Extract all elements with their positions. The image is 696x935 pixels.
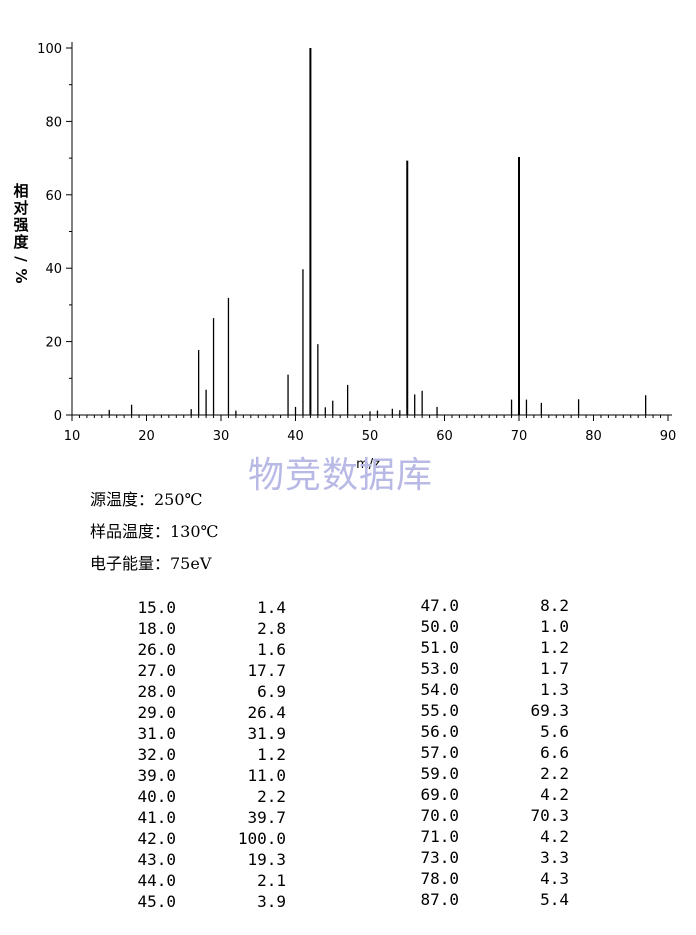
mz-value: 59.0 xyxy=(420,764,459,783)
abundance-value: 1.2 xyxy=(257,745,286,764)
x-tick-label: 80 xyxy=(585,429,602,444)
y-tick-label: 40 xyxy=(45,262,62,277)
abundance-value: 4.2 xyxy=(540,827,569,846)
y-axis-label-char: 对 xyxy=(13,199,28,217)
x-tick-label: 20 xyxy=(138,429,155,444)
watermark: 物竞数据库 xyxy=(248,455,434,496)
mz-value: 56.0 xyxy=(420,722,459,741)
abundance-value: 31.9 xyxy=(247,724,286,743)
y-tick-label: 20 xyxy=(45,336,62,351)
x-axis-label: m/z xyxy=(356,457,380,470)
abundance-value: 8.2 xyxy=(540,596,569,615)
mz-value: 54.0 xyxy=(420,680,459,699)
abundance-value: 3.9 xyxy=(257,892,286,911)
electron-energy: 电子能量：75eV xyxy=(90,554,212,573)
abundance-value: 2.2 xyxy=(257,787,286,806)
x-tick-label: 60 xyxy=(436,429,453,444)
abundance-value: 6.6 xyxy=(540,743,569,762)
mz-value: 29.0 xyxy=(137,703,176,722)
mz-value: 15.0 xyxy=(137,598,176,617)
abundance-value: 4.3 xyxy=(540,869,569,888)
mz-value: 51.0 xyxy=(420,638,459,657)
abundance-value: 2.8 xyxy=(257,619,286,638)
mz-value: 43.0 xyxy=(137,850,176,869)
mz-value: 32.0 xyxy=(137,745,176,764)
sample-temperature: 样品温度：130℃ xyxy=(90,522,219,541)
mz-value: 40.0 xyxy=(137,787,176,806)
abundance-value: 4.2 xyxy=(540,785,569,804)
mz-value: 70.0 xyxy=(420,806,459,825)
abundance-value: 1.2 xyxy=(540,638,569,657)
mz-value: 26.0 xyxy=(137,640,176,659)
mz-value: 57.0 xyxy=(420,743,459,762)
chart-axes: 0 20 40 60 80 100 10 20 30 40 50 60 70 80 90 xyxy=(37,42,676,444)
mz-value: 28.0 xyxy=(137,682,176,701)
x-tick-label: 30 xyxy=(213,429,230,444)
mz-value: 39.0 xyxy=(137,766,176,785)
abundance-value: 5.4 xyxy=(540,890,569,909)
mz-value: 71.0 xyxy=(420,827,459,846)
abundance-value: 5.6 xyxy=(540,722,569,741)
y-axis-label-char: 相 xyxy=(13,182,28,200)
y-tick-label: 60 xyxy=(45,189,62,204)
abundance-value: 17.7 xyxy=(247,661,286,680)
mz-value: 47.0 xyxy=(420,596,459,615)
abundance-value: 6.9 xyxy=(257,682,286,701)
y-axis-label-char: / xyxy=(12,256,30,262)
mz-value: 73.0 xyxy=(420,848,459,867)
y-tick-label: 80 xyxy=(45,115,62,130)
mz-value: 55.0 xyxy=(420,701,459,720)
x-tick-label: 50 xyxy=(362,429,379,444)
mz-value: 53.0 xyxy=(420,659,459,678)
y-axis-label-char: 度 xyxy=(13,233,29,251)
mz-value: 69.0 xyxy=(420,785,459,804)
y-axis-label-char: 强 xyxy=(13,216,28,234)
source-temperature: 源温度：250℃ xyxy=(90,490,203,509)
abundance-value: 2.1 xyxy=(257,871,286,890)
abundance-value: 1.0 xyxy=(540,617,569,636)
mz-value: 50.0 xyxy=(420,617,459,636)
abundance-value: 1.7 xyxy=(540,659,569,678)
mz-value: 78.0 xyxy=(420,869,459,888)
y-tick-label: 100 xyxy=(37,42,62,57)
abundance-value: 69.3 xyxy=(530,701,569,720)
y-axis-label-char: % xyxy=(12,268,30,283)
mz-value: 44.0 xyxy=(137,871,176,890)
abundance-value: 70.3 xyxy=(530,806,569,825)
abundance-value: 2.2 xyxy=(540,764,569,783)
abundance-value: 26.4 xyxy=(247,703,286,722)
mz-value: 31.0 xyxy=(137,724,176,743)
y-tick-label: 0 xyxy=(54,409,62,424)
mz-value: 42.0 xyxy=(137,829,176,848)
abundance-value: 1.4 xyxy=(257,598,286,617)
x-tick-label: 90 xyxy=(660,429,677,444)
abundance-value: 3.3 xyxy=(540,848,569,867)
chart-peaks xyxy=(108,48,647,415)
x-tick-label: 70 xyxy=(511,429,528,444)
mz-value: 87.0 xyxy=(420,890,459,909)
abundance-value: 19.3 xyxy=(247,850,286,869)
x-tick-label: 10 xyxy=(64,429,81,444)
mz-value: 41.0 xyxy=(137,808,176,827)
abundance-value: 11.0 xyxy=(247,766,286,785)
abundance-value: 100.0 xyxy=(237,829,286,848)
abundance-value: 1.3 xyxy=(540,680,569,699)
mz-value: 27.0 xyxy=(137,661,176,680)
x-tick-label: 40 xyxy=(287,429,304,444)
abundance-value: 39.7 xyxy=(247,808,286,827)
abundance-value: 1.6 xyxy=(257,640,286,659)
mz-value: 45.0 xyxy=(137,892,176,911)
mz-value: 18.0 xyxy=(137,619,176,638)
